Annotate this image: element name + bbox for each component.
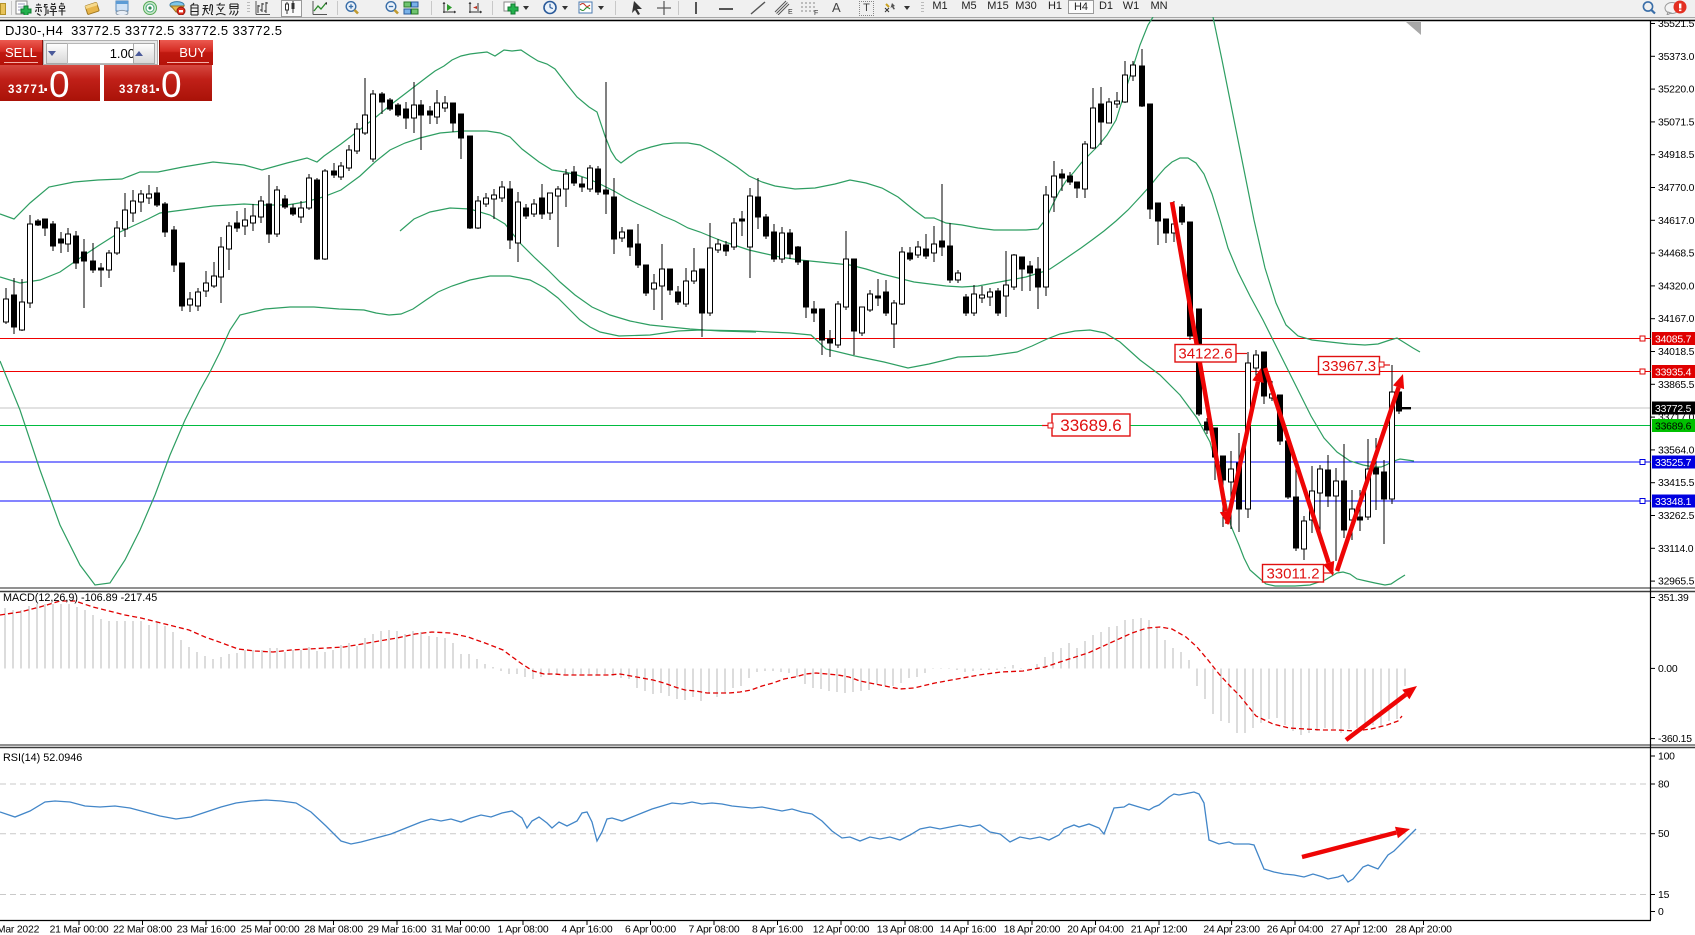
svg-text:26 Apr 04:00: 26 Apr 04:00 — [1267, 925, 1324, 935]
svg-text:-360.15: -360.15 — [1658, 734, 1692, 745]
svg-text:0: 0 — [1658, 907, 1664, 918]
svg-text:33114.0: 33114.0 — [1658, 544, 1694, 555]
svg-text:15: 15 — [1658, 890, 1670, 901]
svg-text:35521.5: 35521.5 — [1658, 19, 1695, 30]
svg-text:33525.7: 33525.7 — [1655, 458, 1692, 469]
svg-text:34167.0: 34167.0 — [1658, 314, 1695, 325]
svg-text:E: E — [788, 9, 793, 15]
svg-text:50: 50 — [1658, 829, 1670, 840]
svg-text:33717.0: 33717.0 — [1658, 413, 1695, 424]
svg-text:351.39: 351.39 — [1658, 593, 1689, 604]
svg-text:12 Apr 00:00: 12 Apr 00:00 — [813, 925, 870, 935]
svg-text:33935.4: 33935.4 — [1655, 367, 1692, 378]
svg-text:F: F — [814, 10, 818, 15]
svg-text:7 Apr 08:00: 7 Apr 08:00 — [689, 925, 740, 935]
svg-text:34617.0: 34617.0 — [1658, 216, 1695, 227]
svg-text:34918.5: 34918.5 — [1658, 150, 1695, 161]
svg-text:29 Mar 16:00: 29 Mar 16:00 — [368, 925, 427, 935]
svg-text:33772.5: 33772.5 — [1655, 404, 1692, 415]
svg-text:24 Apr 23:00: 24 Apr 23:00 — [1203, 925, 1260, 935]
svg-text:33262.5: 33262.5 — [1658, 511, 1695, 522]
svg-text:23 Mar 16:00: 23 Mar 16:00 — [177, 925, 236, 935]
svg-text:34320.0: 34320.0 — [1658, 281, 1695, 292]
svg-text:33689.6: 33689.6 — [1060, 416, 1121, 435]
svg-text:31 Mar 00:00: 31 Mar 00:00 — [431, 925, 490, 935]
svg-text:1 Apr 08:00: 1 Apr 08:00 — [498, 925, 549, 935]
svg-text:34770.0: 34770.0 — [1658, 183, 1695, 194]
svg-text:34122.6: 34122.6 — [1178, 346, 1232, 363]
svg-text:22 Mar 08:00: 22 Mar 08:00 — [113, 925, 172, 935]
svg-text:100: 100 — [1658, 752, 1675, 763]
svg-text:28 Apr 20:00: 28 Apr 20:00 — [1395, 925, 1452, 935]
svg-text:33564.0: 33564.0 — [1658, 445, 1695, 456]
svg-text:80: 80 — [1658, 780, 1670, 791]
svg-text:RSI(14) 52.0946: RSI(14) 52.0946 — [3, 752, 82, 764]
svg-text:33011.2: 33011.2 — [1266, 566, 1319, 583]
svg-text:21 Apr 12:00: 21 Apr 12:00 — [1131, 925, 1188, 935]
svg-text:33348.1: 33348.1 — [1655, 497, 1692, 508]
svg-text:28 Mar 08:00: 28 Mar 08:00 — [304, 925, 363, 935]
svg-text:33415.5: 33415.5 — [1658, 478, 1695, 489]
svg-text:33689.6: 33689.6 — [1655, 421, 1692, 432]
svg-text:27 Apr 12:00: 27 Apr 12:00 — [1331, 925, 1388, 935]
svg-text:20 Apr 04:00: 20 Apr 04:00 — [1067, 925, 1124, 935]
svg-text:33967.3: 33967.3 — [1322, 358, 1376, 375]
svg-text:34085.7: 34085.7 — [1655, 334, 1692, 345]
svg-text:0.00: 0.00 — [1658, 664, 1678, 675]
svg-text:4 Apr 16:00: 4 Apr 16:00 — [562, 925, 613, 935]
svg-text:32965.5: 32965.5 — [1658, 577, 1695, 588]
svg-text:18 Apr 20:00: 18 Apr 20:00 — [1004, 925, 1061, 935]
svg-text:13 Apr 08:00: 13 Apr 08:00 — [877, 925, 934, 935]
svg-text:35373.0: 35373.0 — [1658, 52, 1695, 63]
svg-text:Mar 2022: Mar 2022 — [0, 925, 40, 935]
svg-text:6 Apr 00:00: 6 Apr 00:00 — [625, 925, 676, 935]
svg-text:8 Apr 16:00: 8 Apr 16:00 — [752, 925, 803, 935]
svg-text:33865.5: 33865.5 — [1658, 380, 1695, 391]
svg-text:21 Mar 00:00: 21 Mar 00:00 — [50, 925, 109, 935]
svg-text:34018.5: 34018.5 — [1658, 347, 1695, 358]
svg-text:34468.5: 34468.5 — [1658, 249, 1695, 260]
svg-text:35220.0: 35220.0 — [1658, 85, 1695, 96]
svg-text:25 Mar 00:00: 25 Mar 00:00 — [241, 925, 300, 935]
svg-text:35071.5: 35071.5 — [1658, 117, 1695, 128]
svg-text:MACD(12,26,9) -106.89 -217.45: MACD(12,26,9) -106.89 -217.45 — [3, 592, 157, 604]
svg-text:14 Apr 16:00: 14 Apr 16:00 — [940, 925, 997, 935]
